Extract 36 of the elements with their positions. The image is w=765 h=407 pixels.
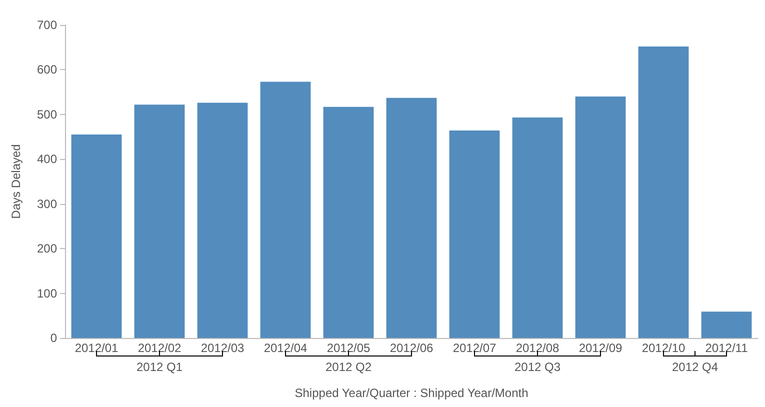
x-tick-label: 2012/11 <box>705 341 748 355</box>
x-tick-label: 2012/10 <box>642 341 686 355</box>
text: 2012 Q1 <box>136 360 183 374</box>
bar <box>323 106 374 338</box>
x-tick-label: 2012/01 <box>74 341 119 355</box>
x-tick-label: 2012/02 <box>138 341 182 355</box>
bar <box>386 98 437 338</box>
x-tick-label: 2012/04 <box>264 341 308 355</box>
y-tick-label: 0 <box>50 331 58 345</box>
x-tick-label: 2012/08 <box>516 341 560 355</box>
y-axis-title: Days Delayed <box>9 144 23 219</box>
bar <box>512 118 563 338</box>
bar <box>449 130 500 338</box>
text: 2012 Q3 <box>514 360 561 374</box>
bar <box>701 312 752 338</box>
x-tick-label: 2012/06 <box>390 341 434 355</box>
x-tick-label: 2012/09 <box>578 341 623 355</box>
bar <box>71 134 122 338</box>
x-tick-label: 2012/07 <box>452 341 497 355</box>
y-tick-label: 600 <box>36 62 58 77</box>
text: 2012 Q4 <box>672 360 718 374</box>
bar <box>260 82 311 338</box>
x-tick-label: 2012/03 <box>200 341 245 355</box>
text: 2012 Q2 <box>325 360 372 374</box>
bar <box>638 46 689 338</box>
y-tick-label: 200 <box>36 242 58 256</box>
bar <box>197 102 248 338</box>
y-tick-label: 100 <box>36 286 58 300</box>
x-tick-label: 2012/05 <box>326 341 371 355</box>
bar <box>134 104 185 338</box>
y-tick-label: 500 <box>36 107 58 122</box>
y-tick-label: 300 <box>36 196 58 211</box>
y-tick-label: 400 <box>36 152 58 166</box>
y-tick-label: 700 <box>36 18 58 32</box>
x-axis-title: Shipped Year/Quarter : Shipped Year/Month <box>294 386 528 400</box>
bar <box>575 96 626 338</box>
